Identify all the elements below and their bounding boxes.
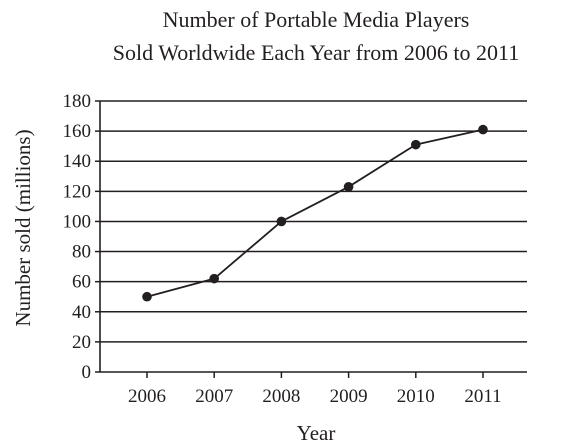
y-tick-label-140: 140	[63, 151, 92, 172]
data-series	[142, 124, 488, 302]
series-line-0	[146, 128, 484, 298]
x-tick-label-2010: 2010	[397, 386, 435, 407]
y-tick-label-100: 100	[63, 211, 92, 232]
y-axis-label: Number sold (millions)	[11, 129, 35, 326]
x-tick-label-2006: 2006	[128, 386, 166, 407]
x-tick-label-2009: 2009	[330, 386, 368, 407]
y-tick-label-120: 120	[63, 181, 92, 202]
x-tick-label-2011: 2011	[464, 386, 501, 407]
chart-title-line-2: Sold Worldwide Each Year from 2006 to 20…	[113, 40, 519, 65]
y-tick-label-20: 20	[72, 332, 91, 353]
gridlines	[100, 100, 527, 343]
x-tick-label-2007: 2007	[195, 386, 233, 407]
axes	[95, 100, 527, 378]
y-tick-label-40: 40	[72, 302, 91, 323]
data-point-2006	[142, 291, 152, 302]
x-tick-label-2008: 2008	[262, 386, 300, 407]
data-point-2010	[411, 139, 421, 150]
data-point-2008	[276, 216, 287, 227]
data-point-2011	[478, 124, 488, 135]
y-tick-label-160: 160	[63, 121, 92, 142]
tick-labels: 0 20 40 60 80 100 120 140 160 180 2006 2007 2008 2009…	[63, 91, 502, 407]
chart-title-line-1: Number of Portable Media Players	[163, 7, 470, 32]
data-point-2007	[209, 273, 219, 284]
y-tick-label-0: 0	[82, 362, 92, 383]
y-tick-label-80: 80	[72, 242, 91, 263]
x-axis-label: Year	[297, 421, 336, 445]
data-point-2009	[343, 182, 354, 192]
y-tick-label-180: 180	[63, 91, 92, 112]
y-tick-label-60: 60	[72, 272, 91, 293]
